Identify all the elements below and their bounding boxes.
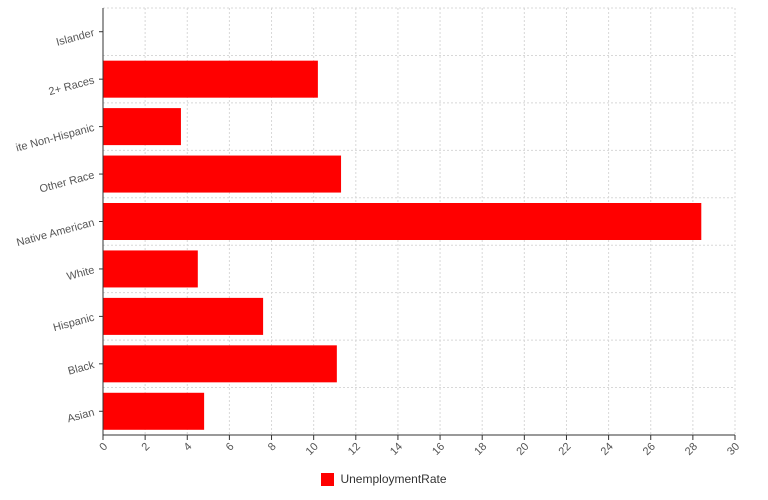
bar-other-race: [103, 155, 342, 193]
bar-asian: [103, 392, 205, 430]
x-tick-label: 8: [266, 441, 279, 454]
x-tick-label: 6: [224, 441, 237, 454]
x-tick-label: 24: [599, 441, 616, 458]
bar-2-races: [103, 60, 318, 98]
y-tick-label: ite Non-Hispanic: [15, 122, 97, 155]
legend-label: UnemploymentRate: [340, 472, 447, 486]
bar-native-american: [103, 202, 702, 241]
y-tick-label: Hispanic: [52, 312, 96, 335]
x-tick-label: 22: [556, 441, 573, 458]
y-tick-label: 2+ Races: [47, 74, 96, 98]
bar-hispanic: [103, 297, 264, 335]
x-tick-label: 12: [346, 441, 363, 458]
x-tick-label: 20: [514, 441, 531, 458]
y-tick-label: White: [66, 264, 96, 283]
y-tick-label: Black: [67, 359, 97, 378]
bar-black: [103, 345, 337, 383]
x-tick-label: 18: [472, 441, 489, 458]
legend-swatch: [321, 472, 335, 486]
bar-white: [103, 250, 198, 288]
x-tick-label: 26: [641, 441, 658, 458]
x-tick-label: 4: [182, 441, 195, 454]
x-tick-label: 14: [388, 441, 405, 458]
x-tick-label: 10: [304, 441, 321, 458]
y-tick-label: Islander: [55, 27, 96, 49]
legend: UnemploymentRate: [0, 472, 768, 486]
x-tick-label: 2: [139, 441, 152, 454]
x-tick-label: 0: [97, 441, 110, 454]
y-tick-label: Other Race: [38, 169, 95, 195]
bar-ite-non-hispanic: [103, 108, 181, 146]
y-tick-label: Asian: [66, 407, 96, 426]
y-tick-label: Native American: [15, 217, 95, 249]
x-tick-label: 28: [683, 441, 700, 458]
x-tick-label: 30: [725, 441, 742, 458]
x-tick-label: 16: [430, 441, 447, 458]
